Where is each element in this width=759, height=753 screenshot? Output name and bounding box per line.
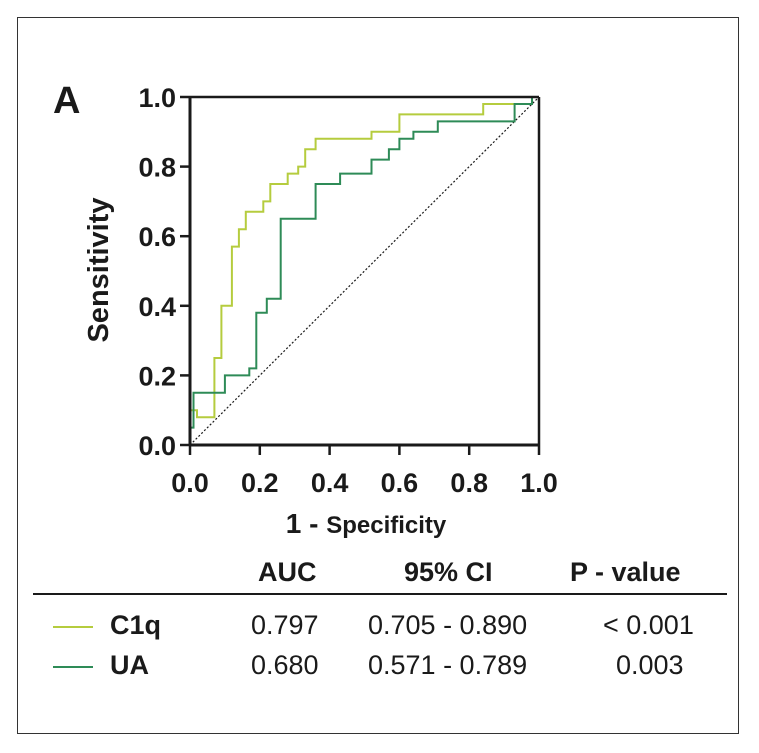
row-ci-c1q: 0.705 - 0.890 <box>368 610 528 640</box>
x-tick-label: 0.4 <box>311 468 349 498</box>
x-tick-label: 0.2 <box>241 468 279 498</box>
row-name-ua: UA <box>110 650 149 680</box>
x-axis-label-small: Specificity <box>326 512 447 539</box>
reference-diagonal <box>189 96 540 446</box>
plot-area: 0.0 0.2 0.4 0.6 0.8 1.0 0.0 0.2 0.4 0.6 0.8 1.0 <box>138 83 557 498</box>
row-p-c1q: < 0.001 <box>603 610 694 640</box>
x-axis-label-main: 1 - <box>286 508 326 539</box>
figure-frame <box>17 17 739 734</box>
legend-line-ua <box>53 666 93 668</box>
header-auc: AUC <box>258 557 317 587</box>
y-tick-label: 0.6 <box>138 222 176 252</box>
row-p-ua: 0.003 <box>616 650 684 680</box>
roc-chart: A 0.0 0.2 0.4 0.6 0.8 1.0 0.0 0.2 0.4 0.6 0.8 1.0 S… <box>53 80 558 539</box>
legend-line-c1q <box>53 626 93 628</box>
x-tick-label: 0.8 <box>450 468 488 498</box>
series-line-ua <box>189 96 539 445</box>
x-tick-label: 1.0 <box>520 468 558 498</box>
y-axis-label: Sensitivity <box>83 197 115 342</box>
header-p-value: P - value <box>570 557 681 587</box>
row-auc-ua: 0.680 <box>251 650 319 680</box>
x-axis-label: 1 - Specificity <box>286 508 447 539</box>
row-ci-ua: 0.571 - 0.789 <box>368 650 528 680</box>
y-tick-label: 0.2 <box>138 361 176 391</box>
x-tick-label: 0.0 <box>171 468 209 498</box>
header-ci: 95% CI <box>404 557 493 587</box>
panel-label: A <box>53 80 80 122</box>
y-tick-label: 1.0 <box>138 83 176 113</box>
y-tick-label: 0.0 <box>138 431 176 461</box>
y-tick-label: 0.8 <box>138 153 176 183</box>
x-tick-label: 0.6 <box>381 468 419 498</box>
series-line-c1q <box>189 96 539 445</box>
row-name-c1q: C1q <box>110 610 162 640</box>
y-tick-label: 0.4 <box>138 292 176 322</box>
table-rule <box>33 593 727 595</box>
row-auc-c1q: 0.797 <box>251 610 319 640</box>
